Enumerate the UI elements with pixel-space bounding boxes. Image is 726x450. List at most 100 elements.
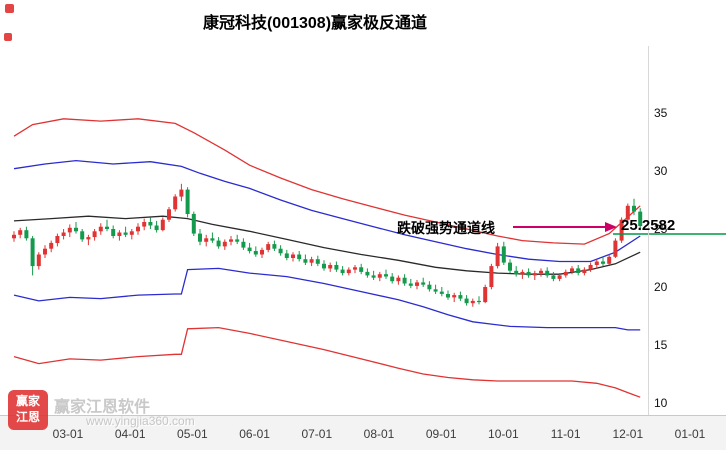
candle [365, 268, 370, 278]
candle [371, 270, 376, 280]
x-axis-label: 05-01 [177, 427, 208, 441]
candle [353, 265, 357, 274]
watermark-brand: 赢家江恩软件 [54, 399, 151, 416]
candle [334, 261, 339, 272]
y-axis-label: 20 [654, 280, 668, 294]
candle [61, 229, 66, 240]
x-axis-label: 06-01 [239, 427, 270, 441]
x-axis-label: 08-01 [363, 427, 395, 441]
candle [210, 232, 215, 243]
candle [408, 278, 413, 289]
candle [284, 249, 289, 261]
channel-line-upper-outer-red [13, 118, 641, 245]
candle [260, 247, 264, 258]
y-axis-label: 35 [654, 106, 668, 120]
candle [594, 259, 599, 269]
candle [625, 203, 630, 224]
candle [49, 240, 54, 253]
candle [328, 262, 333, 272]
candle [483, 284, 488, 304]
candle [322, 260, 326, 271]
channel-line-lower-outer-red [13, 326, 641, 398]
candle [43, 245, 47, 258]
candle [98, 223, 103, 235]
candle [582, 267, 587, 276]
y-axis-label: 25 [654, 222, 668, 236]
candle [415, 280, 419, 290]
candle [470, 298, 475, 307]
candle [30, 236, 35, 276]
candle [439, 287, 444, 297]
x-axis-label: 11-01 [550, 427, 581, 441]
candle [309, 256, 314, 267]
candle [632, 198, 636, 216]
candle [384, 269, 388, 279]
candle [241, 238, 246, 250]
candle [160, 217, 165, 232]
current-price-label: 25.2582 [621, 217, 676, 234]
candle [520, 269, 525, 279]
candle [229, 236, 233, 246]
x-axis-label: 09-01 [425, 427, 457, 441]
candle [452, 292, 457, 303]
annotation-arrowhead-icon [605, 222, 617, 232]
candle [421, 277, 426, 287]
watermark-logo-icon: 赢家 江恩 [8, 390, 48, 430]
candle [55, 233, 60, 247]
candle [24, 226, 29, 241]
candle [291, 252, 295, 262]
candle [86, 234, 91, 246]
candle [179, 183, 184, 202]
candle [297, 251, 302, 262]
candle [514, 266, 519, 277]
red-mark-icon [5, 4, 14, 13]
x-axis-label: 03-01 [52, 427, 84, 441]
candle [638, 208, 643, 231]
candle [576, 265, 581, 276]
candle [235, 234, 240, 245]
candle [557, 273, 562, 282]
candle [563, 269, 568, 278]
candle [315, 255, 320, 267]
x-axis-band [0, 415, 726, 450]
candle [216, 237, 221, 249]
candle [154, 220, 159, 233]
candle [80, 229, 85, 242]
candle [74, 222, 78, 234]
candle [204, 234, 209, 247]
candle [601, 256, 605, 267]
candle [123, 226, 128, 238]
candle [545, 267, 550, 278]
candle [551, 271, 556, 282]
y-axis-label: 30 [654, 164, 668, 178]
candle [619, 217, 624, 243]
candle [377, 271, 382, 282]
candle [278, 245, 283, 256]
candle [222, 239, 227, 250]
candle [266, 241, 271, 253]
candle [477, 296, 481, 305]
candle [303, 254, 308, 265]
candle [427, 281, 432, 292]
candle [173, 194, 178, 212]
candle [142, 218, 147, 231]
candle [148, 217, 153, 229]
candle [570, 266, 574, 275]
x-axis-label: 04-01 [114, 427, 146, 441]
candle [458, 291, 463, 301]
y-axis-label: 10 [654, 396, 668, 410]
candle [92, 229, 97, 241]
candle [508, 259, 512, 274]
candle [185, 187, 190, 218]
candle [340, 266, 345, 276]
candle [346, 267, 351, 276]
candle [191, 211, 196, 236]
candle [129, 229, 134, 240]
candle [588, 262, 593, 272]
red-mark-icon [4, 33, 12, 41]
candle [117, 230, 122, 241]
candle [607, 254, 612, 265]
candle [539, 268, 543, 277]
